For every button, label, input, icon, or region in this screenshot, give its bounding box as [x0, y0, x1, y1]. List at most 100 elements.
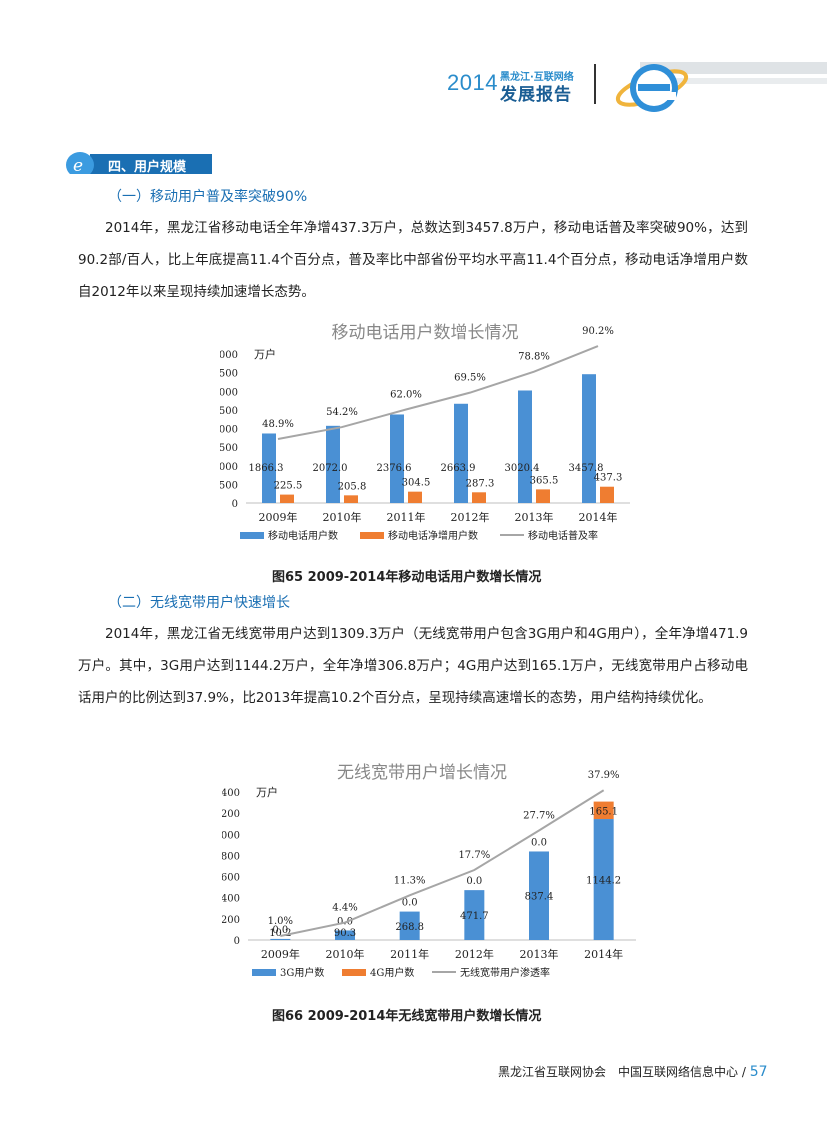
data-label-4g: 0.0 [402, 898, 418, 909]
header-decor-bar-thin [650, 78, 827, 84]
y-tick-label: 3500 [220, 369, 238, 380]
unit-label: 万户 [254, 347, 276, 361]
rate-label: 48.9% [262, 419, 294, 430]
data-label-3g: 90.3 [334, 928, 356, 939]
rate-label: 69.5% [454, 373, 486, 384]
bar-net-added [344, 495, 358, 503]
y-tick-label: 800 [222, 851, 240, 862]
y-tick-label: 1000 [222, 830, 240, 841]
data-label-3g: 471.7 [460, 911, 489, 922]
bar-3g [335, 930, 355, 940]
header-divider [594, 64, 596, 104]
x-tick-label: 2011年 [387, 510, 426, 524]
data-label-mobile-users: 2072.0 [313, 463, 348, 474]
bar-mobile-users [262, 433, 276, 503]
bar-3g [270, 938, 291, 940]
data-label-4g: 0.0 [272, 925, 288, 936]
bar-net-added [600, 486, 614, 503]
rate-label: 17.7% [458, 850, 490, 861]
figure-65-caption: 图65 2009-2014年移动电话用户数增长情况 [272, 570, 542, 585]
bar-net-added [472, 492, 486, 503]
data-label-4g: 0.0 [531, 837, 547, 848]
header-title: 发展报告 [500, 85, 572, 105]
x-tick-label: 2009年 [261, 947, 300, 961]
rate-label: 11.3% [394, 875, 426, 886]
bar-net-added [408, 491, 422, 503]
y-tick-label: 2000 [220, 425, 238, 436]
section-title: 四、用户规模 [108, 160, 187, 175]
data-label-net-added: 205.8 [338, 481, 367, 492]
x-tick-label: 2011年 [390, 947, 429, 961]
svg-text:e: e [73, 156, 83, 174]
bar-3g [399, 911, 420, 940]
y-tick-label: 500 [220, 480, 238, 491]
bar-3g [593, 819, 614, 940]
chart-title: 无线宽带用户增长情况 [337, 763, 507, 783]
y-tick-label: 1200 [222, 809, 240, 820]
bar-3g [464, 890, 485, 940]
section-banner: e [66, 152, 212, 174]
x-tick-label: 2012年 [455, 947, 494, 961]
mobile-users-chart: 移动电话用户数增长情况 0 500 1000 1500 2000 2500 3000 3500 4… [220, 323, 630, 542]
legend-label: 移动电话用户数 [268, 529, 338, 542]
legend-swatch-orange [360, 532, 384, 539]
data-label-mobile-users: 3020.4 [505, 463, 540, 474]
data-label-net-added: 365.5 [530, 475, 559, 486]
rate-label: 90.2% [582, 326, 614, 337]
rate-label: 62.0% [390, 390, 422, 401]
y-tick-label: 0 [234, 936, 240, 947]
figure-66-caption: 图66 2009-2014年无线宽带用户数增长情况 [272, 1009, 542, 1024]
footer-org: 黑龙江省互联网协会 中国互联网络信息中心 [498, 1065, 739, 1079]
bar-mobile-users [454, 403, 468, 503]
x-tick-label: 2013年 [515, 510, 554, 524]
data-label-3g: 10.2 [269, 928, 291, 939]
x-tick-label: 2014年 [579, 510, 618, 524]
y-tick-label: 3000 [220, 387, 238, 398]
y-tick-label: 4000 [220, 350, 238, 361]
legend-swatch-orange [342, 969, 366, 976]
wireless-users-chart: 无线宽带用户增长情况 0 200 400 600 800 1000 1200 1400 万户 200… [222, 763, 636, 979]
footer: 黑龙江省互联网协会 中国互联网络信息中心 / 57 [498, 1063, 768, 1080]
rate-label: 27.7% [523, 811, 555, 822]
legend-swatch-blue [252, 969, 276, 976]
x-tick-label: 2012年 [451, 510, 490, 524]
header-subtitle: 黑龙江·互联网络 [500, 72, 574, 83]
legend-label: 4G用户数 [370, 966, 414, 979]
y-tick-label: 200 [222, 915, 240, 926]
x-tick-label: 2014年 [584, 947, 623, 961]
paragraph-wireless: 2014年，黑龙江省无线宽带用户达到1309.3万户（无线宽带用户包含3G用户和… [78, 626, 748, 706]
chart-title: 移动电话用户数增长情况 [332, 323, 519, 343]
x-tick-label: 2010年 [323, 510, 362, 524]
data-label-3g: 268.8 [395, 922, 424, 933]
rate-label: 1.0% [268, 916, 293, 927]
data-label-3g: 1144.2 [586, 876, 621, 887]
data-label-net-added: 437.3 [594, 473, 623, 484]
subsection-heading-mobile: （一）移动用户普及率突破90% [108, 189, 308, 205]
bar-3g [529, 851, 549, 940]
data-label-net-added: 225.5 [274, 481, 303, 492]
data-label-4g: 165.1 [589, 806, 618, 817]
rate-label: 78.8% [518, 352, 550, 363]
page-number: 57 [749, 1064, 768, 1080]
data-label-4g: 0.0 [466, 876, 482, 887]
data-label-net-added: 287.3 [466, 478, 495, 489]
ie-logo-icon [615, 64, 689, 112]
header-year: 2014 [447, 70, 498, 95]
data-label-mobile-users: 2376.6 [377, 463, 412, 474]
bar-4g [593, 801, 614, 820]
y-tick-label: 400 [222, 894, 240, 905]
data-label-net-added: 304.5 [402, 478, 431, 489]
legend-label: 3G用户数 [280, 966, 324, 979]
data-label-mobile-users: 1866.3 [249, 463, 284, 474]
y-tick-label: 0 [232, 499, 238, 510]
legend-label: 无线宽带用户渗透率 [460, 966, 550, 979]
footer-separator: / [741, 1065, 746, 1079]
y-tick-label: 1000 [220, 462, 238, 473]
y-tick-label: 1400 [222, 788, 240, 799]
legend-label: 移动电话净增用户数 [388, 529, 478, 542]
rate-label: 37.9% [588, 770, 620, 781]
data-label-mobile-users: 3457.8 [569, 463, 604, 474]
unit-label: 万户 [256, 785, 278, 799]
bar-mobile-users [582, 374, 596, 503]
bar-mobile-users [326, 425, 340, 503]
